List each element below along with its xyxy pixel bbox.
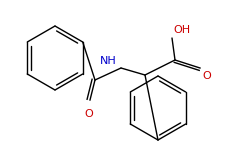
Text: O: O xyxy=(85,109,93,119)
Text: NH: NH xyxy=(100,56,117,66)
Text: OH: OH xyxy=(173,25,190,35)
Text: O: O xyxy=(203,71,211,81)
